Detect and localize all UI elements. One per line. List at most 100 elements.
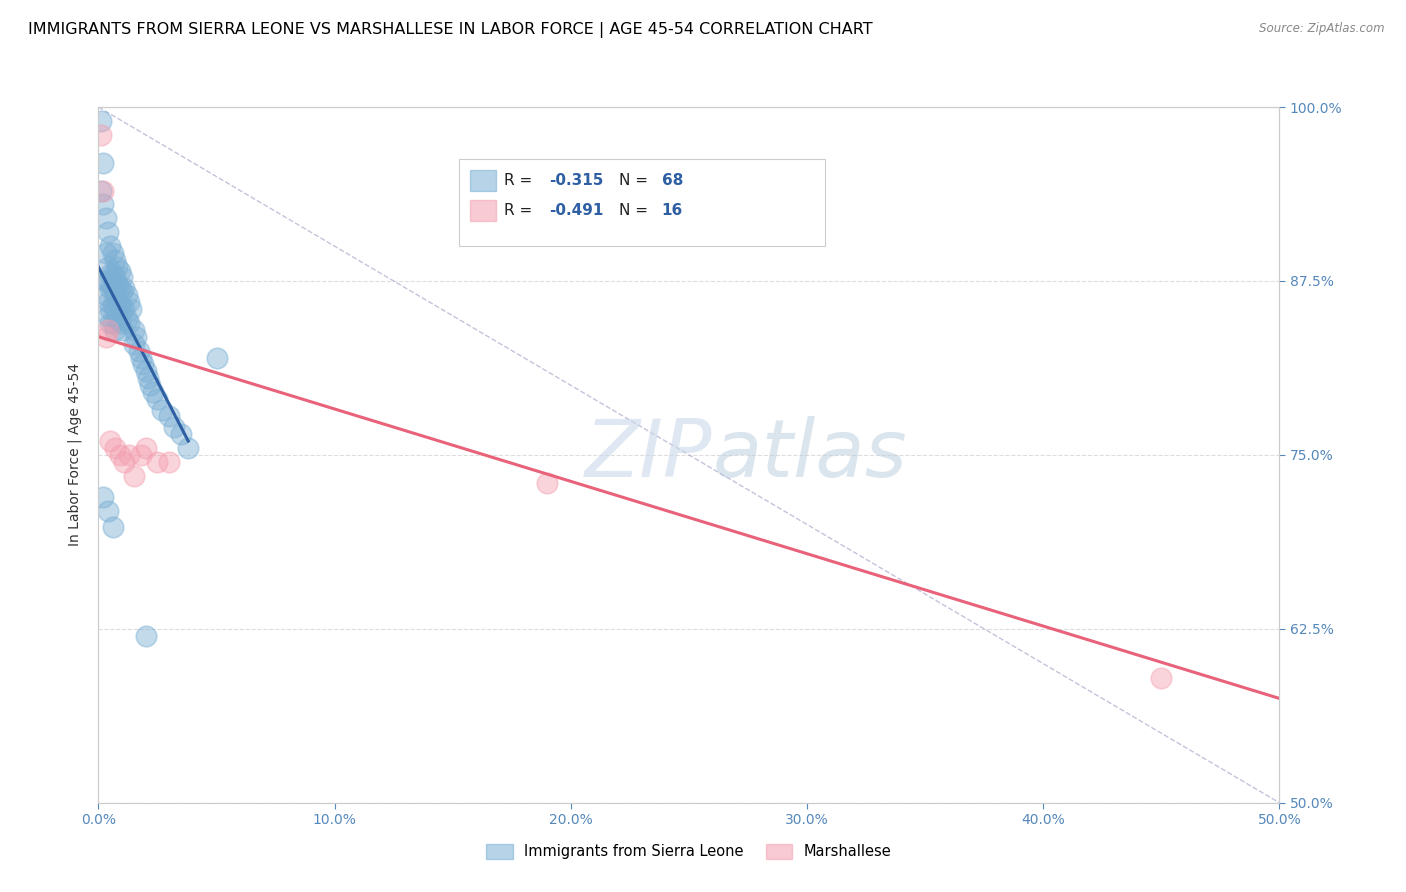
- Point: [101, 298, 124, 312]
- Point: [97, 323, 120, 337]
- Text: R =: R =: [503, 172, 537, 187]
- Point: [135, 629, 157, 643]
- Point: [90, 128, 112, 142]
- Point: [163, 420, 186, 434]
- Point: [91, 184, 114, 198]
- Point: [94, 329, 117, 343]
- Point: [104, 301, 127, 316]
- Point: [142, 385, 165, 400]
- Point: [112, 301, 135, 316]
- Point: [118, 448, 141, 462]
- Point: [105, 311, 128, 326]
- Text: -0.491: -0.491: [550, 203, 605, 219]
- Point: [108, 264, 131, 278]
- Point: [97, 503, 120, 517]
- FancyBboxPatch shape: [471, 201, 496, 221]
- FancyBboxPatch shape: [458, 159, 825, 246]
- Point: [112, 281, 135, 295]
- Point: [146, 392, 169, 407]
- Point: [104, 323, 127, 337]
- Text: 68: 68: [662, 172, 683, 187]
- Point: [111, 284, 134, 298]
- Point: [108, 316, 131, 330]
- Legend: Immigrants from Sierra Leone, Marshallese: Immigrants from Sierra Leone, Marshalles…: [481, 838, 897, 865]
- FancyBboxPatch shape: [471, 169, 496, 191]
- Point: [101, 316, 124, 330]
- Point: [98, 316, 121, 330]
- Point: [157, 409, 180, 423]
- Point: [135, 441, 157, 455]
- Point: [121, 301, 143, 316]
- Text: ZIP: ZIP: [585, 416, 713, 494]
- Point: [94, 246, 117, 260]
- Point: [104, 288, 127, 302]
- Point: [90, 184, 112, 198]
- Point: [104, 269, 127, 284]
- Point: [104, 253, 127, 268]
- Point: [122, 336, 145, 351]
- Point: [98, 301, 121, 316]
- Point: [112, 455, 135, 469]
- Text: Source: ZipAtlas.com: Source: ZipAtlas.com: [1260, 22, 1385, 36]
- Point: [1150, 671, 1173, 685]
- Point: [170, 427, 193, 442]
- Point: [205, 351, 228, 365]
- Point: [132, 358, 155, 372]
- Point: [91, 197, 114, 211]
- Point: [98, 239, 121, 253]
- Point: [94, 274, 117, 288]
- Point: [122, 323, 145, 337]
- Point: [98, 267, 121, 281]
- Point: [111, 301, 134, 316]
- Point: [108, 448, 131, 462]
- Point: [104, 441, 127, 455]
- Point: [91, 490, 114, 504]
- Point: [111, 269, 134, 284]
- Y-axis label: In Labor Force | Age 45-54: In Labor Force | Age 45-54: [67, 363, 83, 547]
- Text: -0.315: -0.315: [550, 172, 605, 187]
- Point: [146, 455, 169, 469]
- Point: [94, 211, 117, 226]
- Point: [115, 288, 138, 302]
- Point: [97, 260, 120, 274]
- Point: [108, 298, 131, 312]
- Point: [118, 316, 141, 330]
- Point: [101, 281, 124, 295]
- Point: [91, 155, 114, 169]
- Text: N =: N =: [619, 203, 654, 219]
- Point: [97, 274, 120, 288]
- Point: [125, 329, 148, 343]
- Point: [97, 309, 120, 323]
- Text: IMMIGRANTS FROM SIERRA LEONE VS MARSHALLESE IN LABOR FORCE | AGE 45-54 CORRELATI: IMMIGRANTS FROM SIERRA LEONE VS MARSHALL…: [28, 22, 873, 38]
- Point: [115, 311, 138, 326]
- Point: [536, 475, 558, 490]
- Point: [157, 455, 180, 469]
- Point: [129, 448, 152, 462]
- Text: 16: 16: [662, 203, 683, 219]
- Point: [105, 278, 128, 293]
- Point: [108, 281, 131, 295]
- Point: [98, 434, 121, 448]
- Point: [128, 343, 150, 358]
- Point: [177, 441, 200, 455]
- Point: [90, 114, 112, 128]
- Point: [97, 225, 120, 239]
- Point: [139, 378, 162, 392]
- Point: [101, 267, 124, 281]
- Point: [101, 246, 124, 260]
- Point: [105, 260, 128, 274]
- Point: [98, 281, 121, 295]
- Point: [101, 520, 124, 534]
- Point: [97, 294, 120, 309]
- Point: [136, 371, 159, 385]
- Point: [135, 364, 157, 378]
- Point: [150, 403, 173, 417]
- Text: N =: N =: [619, 172, 654, 187]
- Point: [118, 294, 141, 309]
- Point: [94, 288, 117, 302]
- Point: [129, 351, 152, 365]
- Point: [105, 294, 128, 309]
- Point: [111, 323, 134, 337]
- Text: R =: R =: [503, 203, 537, 219]
- Point: [122, 468, 145, 483]
